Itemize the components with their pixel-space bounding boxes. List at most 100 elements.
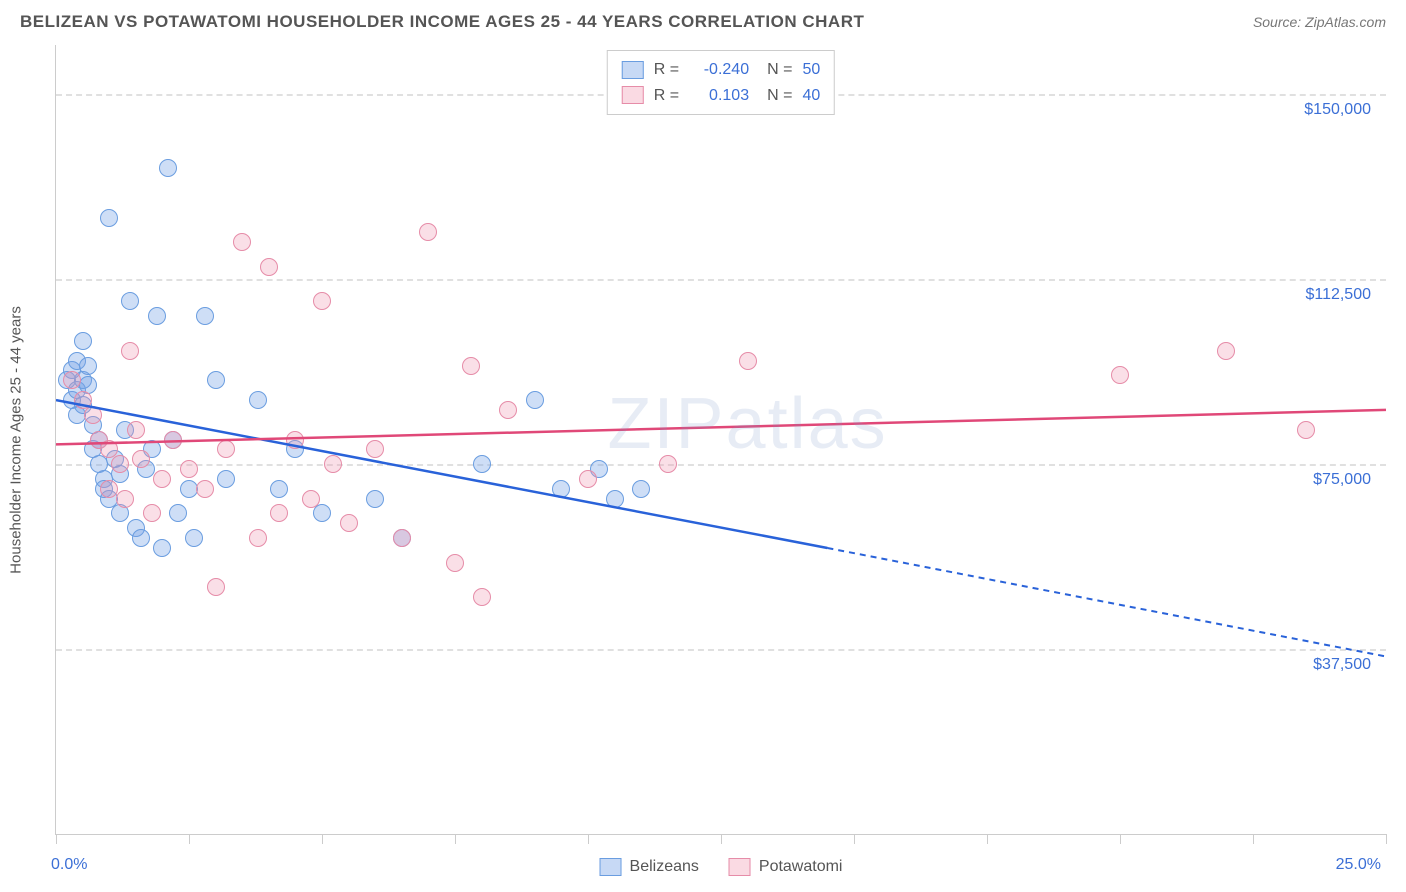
data-point	[1297, 421, 1315, 439]
y-tick-label: $75,000	[1313, 471, 1371, 489]
data-point	[340, 514, 358, 532]
data-point	[393, 529, 411, 547]
data-point	[324, 455, 342, 473]
plot-area: $37,500$75,000$112,500$150,0000.0%25.0%	[56, 45, 1386, 834]
data-point	[196, 480, 214, 498]
data-point	[111, 455, 129, 473]
data-point	[249, 391, 267, 409]
n-value-1: 50	[802, 57, 820, 83]
data-point	[739, 352, 757, 370]
data-point	[116, 490, 134, 508]
y-tick-label: $37,500	[1313, 656, 1371, 674]
data-point	[366, 490, 384, 508]
data-point	[462, 357, 480, 375]
data-point	[217, 440, 235, 458]
data-point	[169, 504, 187, 522]
x-tick	[1253, 834, 1254, 844]
chart-title: BELIZEAN VS POTAWATOMI HOUSEHOLDER INCOM…	[20, 12, 864, 32]
data-point	[233, 233, 251, 251]
data-point	[153, 539, 171, 557]
data-point	[143, 504, 161, 522]
x-tick-label-max: 25.0%	[1336, 856, 1381, 874]
chart-header: BELIZEAN VS POTAWATOMI HOUSEHOLDER INCOM…	[0, 0, 1406, 40]
data-point	[159, 159, 177, 177]
legend-row-2: R = 0.103 N = 40	[622, 83, 820, 109]
legend-label: Potawatomi	[759, 858, 843, 876]
r-label: R =	[654, 83, 679, 109]
data-point	[313, 292, 331, 310]
chart-container: Householder Income Ages 25 - 44 years $3…	[55, 45, 1386, 835]
x-tick	[854, 834, 855, 844]
data-point	[473, 588, 491, 606]
r-value-1: -0.240	[689, 57, 749, 83]
y-tick-label: $112,500	[1305, 286, 1371, 304]
r-value-2: 0.103	[689, 83, 749, 109]
gridline	[56, 464, 1386, 466]
correlation-legend: R = -0.240 N = 50 R = 0.103 N = 40	[607, 50, 835, 115]
legend-item-belizeans: Belizeans	[600, 858, 699, 876]
gridline	[56, 649, 1386, 651]
gridline	[56, 279, 1386, 281]
data-point	[132, 450, 150, 468]
y-tick-label: $150,000	[1304, 101, 1371, 119]
data-point	[260, 258, 278, 276]
data-point	[185, 529, 203, 547]
x-tick	[56, 834, 57, 844]
x-tick	[1120, 834, 1121, 844]
legend-item-potawatomi: Potawatomi	[729, 858, 843, 876]
data-point	[148, 307, 166, 325]
data-point	[1217, 342, 1235, 360]
legend-row-1: R = -0.240 N = 50	[622, 57, 820, 83]
swatch-belizeans-icon	[600, 858, 622, 876]
legend-label: Belizeans	[630, 858, 699, 876]
data-point	[121, 342, 139, 360]
data-point	[270, 504, 288, 522]
n-label: N =	[767, 57, 792, 83]
data-point	[270, 480, 288, 498]
data-point	[446, 554, 464, 572]
data-point	[121, 292, 139, 310]
swatch-potawatomi-icon	[622, 86, 644, 104]
x-tick-label-min: 0.0%	[51, 856, 87, 874]
data-point	[63, 371, 81, 389]
x-tick	[1386, 834, 1387, 844]
source-label: Source: ZipAtlas.com	[1253, 14, 1386, 30]
data-point	[632, 480, 650, 498]
data-point	[552, 480, 570, 498]
data-point	[302, 490, 320, 508]
data-point	[217, 470, 235, 488]
x-tick	[987, 834, 988, 844]
data-point	[579, 470, 597, 488]
data-point	[207, 371, 225, 389]
data-point	[313, 504, 331, 522]
data-point	[127, 421, 145, 439]
y-axis-title: Householder Income Ages 25 - 44 years	[8, 306, 25, 574]
x-tick	[322, 834, 323, 844]
x-tick	[588, 834, 589, 844]
data-point	[84, 406, 102, 424]
data-point	[606, 490, 624, 508]
data-point	[286, 431, 304, 449]
data-point	[153, 470, 171, 488]
data-point	[180, 460, 198, 478]
data-point	[419, 223, 437, 241]
x-tick	[455, 834, 456, 844]
swatch-belizeans-icon	[622, 61, 644, 79]
r-label: R =	[654, 57, 679, 83]
swatch-potawatomi-icon	[729, 858, 751, 876]
data-point	[100, 480, 118, 498]
data-point	[249, 529, 267, 547]
data-point	[207, 578, 225, 596]
data-point	[196, 307, 214, 325]
data-point	[499, 401, 517, 419]
data-point	[659, 455, 677, 473]
x-tick	[721, 834, 722, 844]
data-point	[100, 209, 118, 227]
data-point	[366, 440, 384, 458]
data-point	[1111, 366, 1129, 384]
data-point	[473, 455, 491, 473]
n-label: N =	[767, 83, 792, 109]
data-point	[164, 431, 182, 449]
data-point	[79, 357, 97, 375]
n-value-2: 40	[802, 83, 820, 109]
